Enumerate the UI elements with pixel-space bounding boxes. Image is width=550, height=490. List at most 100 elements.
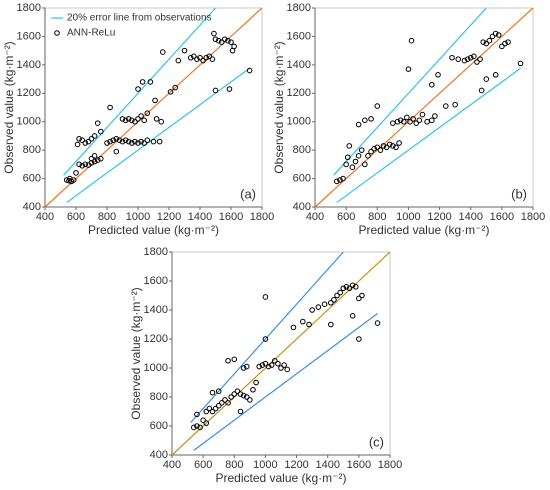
y-tick-label: 1000 — [144, 362, 168, 374]
y-tick-label: 400 — [293, 201, 311, 213]
point — [85, 138, 92, 145]
point — [79, 137, 85, 143]
point — [158, 118, 165, 125]
x-tick-label: 1800 — [378, 459, 402, 471]
panel: 400 600 800 1000 1200 1400 1600 1800 400 600 800 10… — [272, 2, 545, 237]
point — [175, 57, 182, 64]
point — [73, 170, 79, 176]
point — [234, 388, 241, 395]
point — [67, 175, 73, 182]
x-tick-label: 800 — [368, 211, 386, 223]
point — [328, 321, 334, 328]
point — [405, 66, 412, 72]
point — [413, 120, 420, 126]
point — [215, 37, 222, 44]
point — [76, 161, 82, 168]
point — [206, 405, 213, 412]
point — [79, 162, 85, 169]
point — [237, 391, 244, 397]
point — [419, 111, 426, 118]
y-tick-label: 400 — [23, 201, 41, 213]
point — [125, 116, 132, 122]
point — [138, 138, 144, 145]
point — [359, 292, 365, 299]
point — [262, 294, 269, 300]
y-tick-label: 1600 — [287, 30, 311, 42]
legend-swatch — [54, 30, 60, 36]
point — [110, 137, 116, 143]
point — [74, 141, 81, 148]
point — [203, 420, 210, 426]
point — [309, 307, 315, 313]
point — [231, 391, 238, 397]
point — [191, 424, 197, 431]
point — [424, 118, 430, 125]
y-tick-label: 1400 — [17, 59, 41, 71]
point — [91, 133, 98, 139]
point — [374, 144, 381, 151]
x-tick-label: 600 — [194, 459, 212, 471]
y-tick-label: 1200 — [17, 87, 41, 99]
point — [250, 386, 256, 393]
y-tick-label: 1400 — [144, 304, 168, 316]
point — [119, 138, 126, 145]
point — [483, 76, 490, 82]
point — [356, 295, 362, 302]
y-tick-label: 1800 — [17, 2, 41, 14]
point — [343, 161, 349, 168]
point — [228, 39, 234, 45]
point — [443, 103, 449, 109]
point — [187, 54, 194, 61]
point — [271, 357, 278, 364]
y-tick-label: 1400 — [287, 59, 311, 71]
point — [82, 140, 89, 146]
point — [281, 362, 287, 368]
point — [343, 284, 350, 290]
point — [499, 43, 505, 50]
point — [197, 54, 203, 61]
point — [349, 282, 356, 289]
point — [206, 53, 213, 60]
point — [144, 110, 151, 116]
x-tick-label: 600 — [67, 211, 85, 223]
point — [167, 89, 174, 95]
legend-label: ANN-ReLu — [67, 28, 115, 39]
x-tick-label: 1600 — [490, 211, 514, 223]
point — [98, 128, 104, 135]
x-tick-label: 400 — [306, 211, 324, 223]
point — [471, 53, 477, 60]
point — [94, 157, 101, 163]
point — [306, 321, 312, 328]
line — [314, 7, 534, 208]
x-axis-label: Predicted value (kg·m⁻²) — [215, 471, 346, 485]
point — [228, 394, 234, 400]
point — [215, 388, 222, 395]
point — [246, 67, 253, 74]
panel-label: (a) — [240, 186, 256, 201]
point — [492, 30, 499, 37]
point — [407, 118, 413, 125]
point — [390, 120, 396, 126]
point — [139, 79, 146, 85]
point — [253, 379, 259, 386]
point — [225, 357, 231, 364]
point — [486, 37, 493, 44]
x-tick-label: 800 — [225, 459, 243, 471]
point — [393, 144, 399, 151]
point — [477, 56, 483, 62]
point — [284, 366, 291, 373]
y-tick-label: 1200 — [287, 87, 311, 99]
point — [91, 153, 98, 159]
y-tick-label: 600 — [150, 420, 168, 432]
x-tick-label: 1200 — [284, 459, 308, 471]
point — [132, 118, 138, 125]
point — [355, 121, 362, 128]
x-axis-label: Predicted value (kg·m⁻²) — [358, 223, 489, 237]
point — [107, 138, 113, 145]
point — [135, 86, 141, 92]
panel: 400 600 800 1000 1200 1400 1600 1800 400 600 800 10… — [129, 246, 402, 485]
x-tick-label: 600 — [337, 211, 355, 223]
point — [492, 72, 499, 78]
point — [160, 49, 166, 55]
point — [432, 113, 438, 119]
